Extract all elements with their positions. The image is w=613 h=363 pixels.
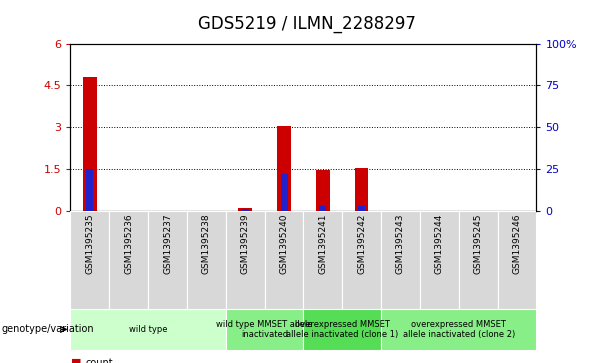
Text: GSM1395239: GSM1395239 [241, 213, 249, 274]
Bar [381, 309, 536, 350]
Bar [303, 211, 342, 309]
Text: GSM1395243: GSM1395243 [396, 213, 405, 274]
Text: GSM1395236: GSM1395236 [124, 213, 133, 274]
Text: GSM1395242: GSM1395242 [357, 213, 366, 274]
Text: GSM1395235: GSM1395235 [85, 213, 94, 274]
Bar [303, 309, 381, 350]
Text: ■: ■ [70, 358, 81, 363]
Bar [70, 309, 226, 350]
Bar [281, 174, 287, 211]
Bar [381, 211, 420, 309]
Bar [420, 211, 459, 309]
Bar [187, 211, 226, 309]
Text: wild type MMSET allele
inactivated: wild type MMSET allele inactivated [216, 320, 313, 339]
Text: genotype/variation: genotype/variation [1, 325, 94, 334]
Text: overexpressed MMSET
allele inactivated (clone 2): overexpressed MMSET allele inactivated (… [403, 320, 515, 339]
Text: GSM1395245: GSM1395245 [474, 213, 482, 274]
Text: wild type: wild type [129, 325, 167, 334]
Bar [83, 77, 97, 211]
Bar [148, 211, 187, 309]
Bar [319, 205, 326, 211]
Text: GSM1395240: GSM1395240 [280, 213, 289, 274]
Bar [226, 309, 303, 350]
Text: GSM1395241: GSM1395241 [318, 213, 327, 274]
Text: GSM1395246: GSM1395246 [512, 213, 522, 274]
Bar [316, 170, 330, 211]
Text: count: count [86, 358, 113, 363]
Text: GSM1395244: GSM1395244 [435, 213, 444, 274]
Bar [358, 206, 365, 211]
Bar [498, 211, 536, 309]
Text: GSM1395237: GSM1395237 [163, 213, 172, 274]
Text: GDS5219 / ILMN_2288297: GDS5219 / ILMN_2288297 [197, 15, 416, 33]
Bar [355, 168, 368, 211]
Bar [238, 208, 252, 211]
Bar [86, 169, 93, 211]
Bar [265, 211, 303, 309]
Bar [226, 211, 265, 309]
Bar [277, 126, 291, 211]
Bar [459, 211, 498, 309]
Bar [70, 211, 109, 309]
Text: overexpressed MMSET
allele inactivated (clone 1): overexpressed MMSET allele inactivated (… [286, 320, 398, 339]
Bar [342, 211, 381, 309]
Bar [109, 211, 148, 309]
Bar [242, 208, 249, 211]
Text: GSM1395238: GSM1395238 [202, 213, 211, 274]
